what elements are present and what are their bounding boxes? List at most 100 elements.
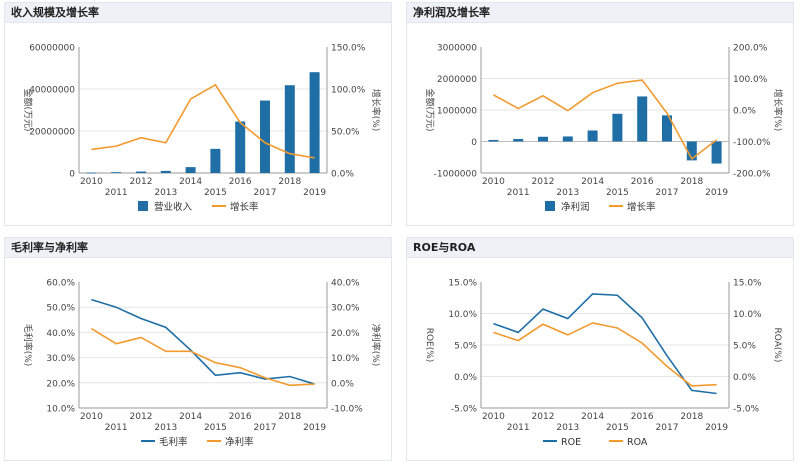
- bar: [513, 138, 524, 142]
- y-tick-label: 40.0%: [46, 329, 75, 339]
- x-tick-label: 2010: [80, 177, 103, 187]
- y2-tick-label: 0.0%: [331, 170, 354, 180]
- x-tick-label: 2019: [705, 423, 728, 433]
- x-tick-label: 2014: [179, 412, 202, 422]
- x-tick-label: 2011: [105, 423, 128, 433]
- x-tick-label: 2015: [204, 423, 227, 433]
- y2-tick-label: 15.0%: [733, 279, 762, 289]
- y-axis-label: 金额(万元): [424, 88, 436, 131]
- x-tick-label: 2018: [278, 177, 301, 187]
- bar: [185, 167, 196, 173]
- y2-tick-label: 100.0%: [331, 86, 366, 96]
- y2-tick-label: 20.0%: [331, 329, 360, 339]
- y2-axis-label: 增长率(%): [772, 89, 784, 132]
- y2-tick-label: 50.0%: [331, 128, 360, 138]
- y-tick-label: 5.0%: [454, 342, 477, 352]
- x-tick-label: 2017: [254, 423, 277, 433]
- bar: [612, 113, 623, 142]
- x-tick-label: 2015: [606, 423, 629, 433]
- x-tick-label: 2016: [631, 177, 654, 187]
- y-tick-label: 60000000: [29, 44, 75, 54]
- y2-tick-label: 0.0%: [331, 379, 354, 389]
- x-tick-label: 2016: [229, 412, 252, 422]
- y-tick-label: 1000000: [437, 107, 477, 117]
- y-tick-label: 2000000: [437, 75, 477, 85]
- x-tick-label: 2014: [581, 412, 604, 422]
- legend-label: 净利率: [225, 436, 254, 448]
- bar: [488, 139, 499, 142]
- revenue-panel: 收入规模及增长率 0 20000000 40000000 60000000 0.0% 50…: [4, 2, 392, 226]
- y2-tick-label: 200.0%: [733, 44, 768, 54]
- x-tick-label: 2013: [556, 188, 579, 198]
- y-tick-label: 3000000: [437, 44, 477, 54]
- x-tick-label: 2017: [656, 188, 679, 198]
- y-axis-label: 金额(万元): [22, 88, 34, 131]
- series-line: [91, 83, 315, 159]
- x-tick-label: 2014: [581, 177, 604, 187]
- x-tick-label: 2018: [278, 412, 301, 422]
- y2-tick-label: 40.0%: [331, 279, 360, 289]
- legend-swatch: [138, 201, 148, 211]
- y-axis-label: ROE(%): [424, 328, 434, 363]
- y-tick-label: 10.0%: [448, 310, 477, 320]
- profit-chart: -1000000 0 1000000 2000000 3000000 -200.0% -10…: [424, 44, 784, 214]
- y-tick-label: 10.0%: [46, 405, 75, 415]
- y-tick-label: 0: [69, 170, 75, 180]
- y-tick-label: 20.0%: [46, 379, 75, 389]
- legend-label: 增长率: [627, 201, 656, 213]
- y2-tick-label: 5.0%: [733, 342, 756, 352]
- legend-label: ROA: [627, 437, 648, 448]
- bar: [160, 170, 171, 173]
- x-tick-label: 2010: [80, 412, 103, 422]
- panel-title: 收入规模及增长率: [5, 3, 391, 23]
- profit-panel: 净利润及增长率 -1000000 0 1000000 2000000 3000000 -2…: [406, 2, 794, 226]
- legend-label: 净利润: [561, 201, 590, 213]
- bar: [235, 121, 246, 173]
- series-line: [91, 298, 315, 385]
- roe-panel: ROE与ROA -5.0% 0.0% 5.0% 10.0% 15.0% -5.0% 0.0%…: [406, 237, 794, 461]
- bar: [210, 148, 221, 173]
- x-tick-label: 2012: [130, 412, 153, 422]
- x-tick-label: 2011: [507, 188, 530, 198]
- y-tick-label: 0: [471, 138, 477, 148]
- panel-title: 净利润及增长率: [407, 3, 793, 23]
- y2-tick-label: -10.0%: [331, 405, 363, 415]
- y2-tick-label: -200.0%: [733, 170, 771, 180]
- y2-tick-label: 0.0%: [733, 107, 756, 117]
- y-tick-label: 0.0%: [454, 373, 477, 383]
- roe-chart: -5.0% 0.0% 5.0% 10.0% 15.0% -5.0% 0.0% 5.0% 10.0…: [424, 279, 782, 449]
- y2-axis-label: 增长率(%): [370, 89, 382, 132]
- x-tick-label: 2019: [303, 423, 326, 433]
- series-line: [90, 327, 315, 387]
- margin-chart: 10.0% 20.0% 30.0% 40.0% 50.0% 60.0% -10.0% 0.0%…: [22, 279, 382, 449]
- x-tick-label: 2011: [105, 188, 128, 198]
- bar: [686, 141, 697, 161]
- x-tick-label: 2019: [705, 188, 728, 198]
- y2-axis-label: ROA(%): [772, 328, 782, 363]
- x-tick-label: 2016: [631, 412, 654, 422]
- bar: [260, 100, 270, 173]
- y-tick-label: 20000000: [29, 128, 75, 138]
- bar: [284, 85, 295, 173]
- x-tick-label: 2012: [532, 177, 555, 187]
- y-tick-label: 50.0%: [46, 304, 75, 314]
- x-tick-label: 2012: [130, 177, 153, 187]
- y-axis-label: 毛利率(%): [22, 324, 34, 367]
- legend-swatch: [545, 201, 555, 211]
- y2-tick-label: 100.0%: [733, 75, 768, 85]
- x-tick-label: 2013: [154, 188, 177, 198]
- bar: [662, 115, 672, 142]
- bar: [111, 172, 122, 173]
- margin-panel: 毛利率与净利率 10.0% 20.0% 30.0% 40.0% 50.0% 60.0% -1…: [4, 237, 392, 461]
- revenue-chart: 0 20000000 40000000 60000000 0.0% 50.0% 100.0%…: [22, 44, 382, 214]
- x-tick-label: 2010: [482, 177, 505, 187]
- legend-label: ROE: [561, 437, 581, 448]
- bar: [711, 141, 722, 164]
- bar: [538, 136, 548, 142]
- x-tick-label: 2019: [303, 188, 326, 198]
- y2-tick-label: 10.0%: [331, 354, 360, 364]
- bar: [309, 72, 320, 173]
- x-tick-label: 2011: [507, 423, 530, 433]
- bar: [86, 172, 97, 174]
- y-tick-label: -5.0%: [451, 405, 478, 415]
